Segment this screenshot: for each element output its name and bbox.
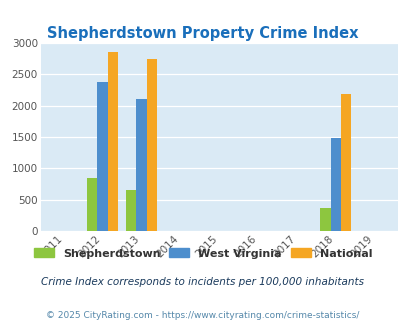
- Bar: [126, 190, 136, 231]
- Bar: [147, 59, 157, 231]
- Bar: [340, 94, 351, 231]
- Bar: [136, 99, 147, 231]
- Bar: [108, 52, 118, 231]
- Bar: [97, 82, 108, 231]
- Bar: [87, 178, 97, 231]
- Text: © 2025 CityRating.com - https://www.cityrating.com/crime-statistics/: © 2025 CityRating.com - https://www.city…: [46, 311, 359, 320]
- Legend: Shepherdstown, West Virginia, National: Shepherdstown, West Virginia, National: [34, 248, 371, 258]
- Text: Shepherdstown Property Crime Index: Shepherdstown Property Crime Index: [47, 26, 358, 41]
- Text: Crime Index corresponds to incidents per 100,000 inhabitants: Crime Index corresponds to incidents per…: [41, 277, 364, 287]
- Bar: [319, 209, 330, 231]
- Bar: [330, 138, 340, 231]
